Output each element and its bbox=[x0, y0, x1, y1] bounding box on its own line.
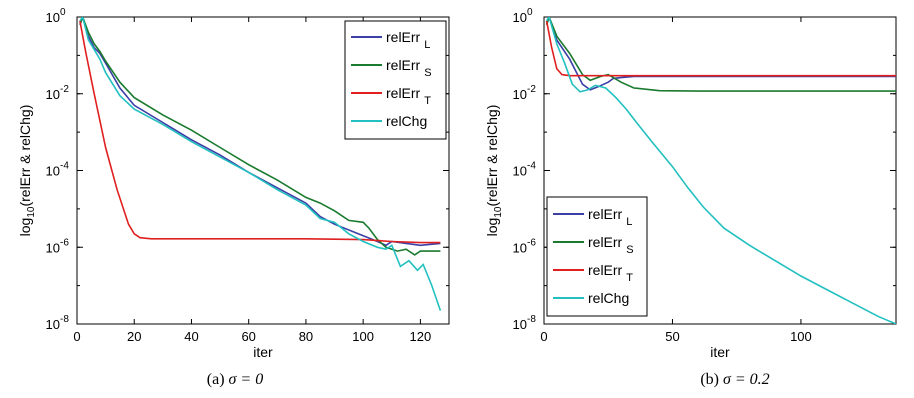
caption: (b) σ = 0.2 bbox=[700, 371, 769, 388]
x-axis-label: iter bbox=[710, 344, 730, 360]
y-tick-label: 10 bbox=[46, 317, 60, 332]
y-axis-label: log10(relErr & relChg) bbox=[17, 105, 37, 237]
x-tick-label: 80 bbox=[299, 329, 313, 344]
x-tick-label: 100 bbox=[352, 329, 374, 344]
y-tick-label: 10 bbox=[513, 317, 527, 332]
x-tick-label: 40 bbox=[184, 329, 198, 344]
y-tick-exponent: 0 bbox=[60, 7, 66, 18]
legend-label: relErr L bbox=[588, 206, 632, 228]
y-tick-label: 10 bbox=[513, 87, 527, 102]
y-tick-exponent: -4 bbox=[60, 161, 69, 172]
legend-label: relErr S bbox=[386, 57, 432, 79]
series-line-relerr-t bbox=[79, 20, 441, 244]
y-tick-exponent: -4 bbox=[527, 161, 536, 172]
legend: relErr L relErr S relErr T relChg bbox=[546, 196, 648, 317]
y-tick-label: 10 bbox=[46, 10, 60, 25]
x-axis-label: iter bbox=[253, 344, 273, 360]
legend-label: relErr T bbox=[588, 262, 633, 284]
y-tick-exponent: -6 bbox=[60, 237, 69, 248]
x-tick-label: 20 bbox=[127, 329, 141, 344]
x-tick-label: 60 bbox=[241, 329, 255, 344]
y-tick-label: 10 bbox=[513, 164, 527, 179]
legend-label: relChg bbox=[386, 113, 427, 129]
y-tick-exponent: -8 bbox=[60, 314, 69, 325]
x-tick-label: 50 bbox=[665, 329, 679, 344]
series-line-relerr-s bbox=[79, 17, 441, 256]
legend-label: relErr L bbox=[386, 29, 430, 51]
y-tick-exponent: -2 bbox=[527, 84, 536, 95]
legend-label: relErr S bbox=[588, 234, 634, 256]
legend-box bbox=[344, 20, 447, 140]
series-line-relchg bbox=[545, 17, 896, 324]
legend-box bbox=[546, 196, 648, 317]
x-tick-label: 0 bbox=[540, 329, 547, 344]
y-tick-label: 10 bbox=[46, 164, 60, 179]
x-tick-label: 120 bbox=[410, 329, 432, 344]
series-line-relerr-t bbox=[545, 20, 896, 77]
caption: (a) σ = 0 bbox=[207, 371, 263, 388]
y-tick-label: 10 bbox=[513, 10, 527, 25]
y-tick-label: 10 bbox=[46, 87, 60, 102]
legend-label: relErr T bbox=[386, 85, 431, 107]
y-tick-exponent: -8 bbox=[527, 314, 536, 325]
legend-label: relChg bbox=[588, 290, 629, 306]
series-line-relchg bbox=[79, 17, 442, 311]
y-tick-exponent: -6 bbox=[527, 237, 536, 248]
x-tick-label: 100 bbox=[790, 329, 812, 344]
y-tick-exponent: 0 bbox=[527, 7, 533, 18]
y-axis-label: log10(relErr & relChg) bbox=[484, 105, 504, 237]
legend: relErr L relErr S relErr T relChg bbox=[344, 20, 447, 140]
y-tick-label: 10 bbox=[513, 240, 527, 255]
x-tick-label: 0 bbox=[73, 329, 80, 344]
y-tick-label: 10 bbox=[46, 240, 60, 255]
y-tick-exponent: -2 bbox=[60, 84, 69, 95]
